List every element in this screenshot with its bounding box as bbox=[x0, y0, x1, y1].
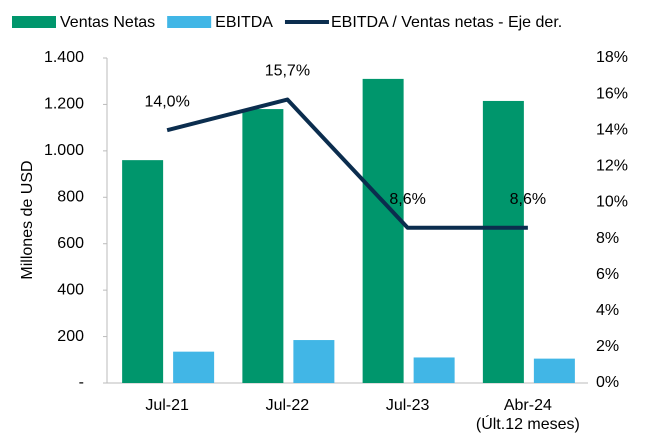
y-tick-label: 600 bbox=[57, 235, 84, 252]
bar bbox=[293, 340, 335, 383]
x-tick-label: Abr-24 (Últ.12 meses) bbox=[475, 397, 580, 433]
y2-tick-label: 16% bbox=[596, 85, 628, 102]
data-label: 14,0% bbox=[144, 93, 189, 110]
legend-label: Ventas Netas bbox=[60, 14, 155, 31]
y-tick-label: 400 bbox=[57, 281, 84, 298]
bar bbox=[173, 351, 215, 383]
y2-tick-label: 10% bbox=[596, 194, 628, 211]
bar bbox=[482, 100, 524, 384]
line bbox=[166, 97, 528, 230]
bar bbox=[413, 357, 455, 383]
y-tick-label: 1.000 bbox=[44, 142, 84, 159]
y-axis-label: Millones de USD bbox=[19, 160, 36, 279]
y2-tick-label: 14% bbox=[596, 121, 628, 138]
y2-tick-label: 12% bbox=[596, 158, 628, 175]
bar bbox=[533, 358, 575, 383]
y-tick-label: 1.200 bbox=[44, 96, 84, 113]
bar bbox=[122, 160, 164, 383]
data-label: 8,6% bbox=[510, 191, 546, 208]
y-tick-label: - bbox=[79, 374, 84, 391]
legend-swatch bbox=[167, 16, 212, 28]
bar bbox=[362, 78, 404, 384]
y-tick-label: 200 bbox=[57, 328, 84, 345]
y2-tick-label: 0% bbox=[596, 374, 619, 391]
data-label: 8,6% bbox=[389, 191, 425, 208]
x-tick-label: Jul-23 bbox=[385, 397, 430, 414]
legend-label: EBITDA bbox=[215, 14, 273, 31]
y2-tick-label: 4% bbox=[596, 302, 619, 319]
y2-tick-label: 2% bbox=[596, 338, 619, 355]
y2-tick-label: 18% bbox=[596, 49, 628, 66]
y2-tick-label: 6% bbox=[596, 266, 619, 283]
x-tick-label: Jul-21 bbox=[145, 397, 189, 414]
legend-swatch bbox=[12, 16, 56, 28]
x-tick-label: Jul-22 bbox=[265, 397, 310, 414]
legend-label: EBITDA / Ventas netas - Eje der. bbox=[331, 14, 562, 31]
y-tick-label: 1.400 bbox=[44, 49, 84, 66]
y2-tick-label: 8% bbox=[596, 230, 619, 247]
data-label: 15,7% bbox=[265, 63, 310, 80]
bar bbox=[242, 109, 284, 384]
y-tick-label: 800 bbox=[57, 189, 84, 206]
